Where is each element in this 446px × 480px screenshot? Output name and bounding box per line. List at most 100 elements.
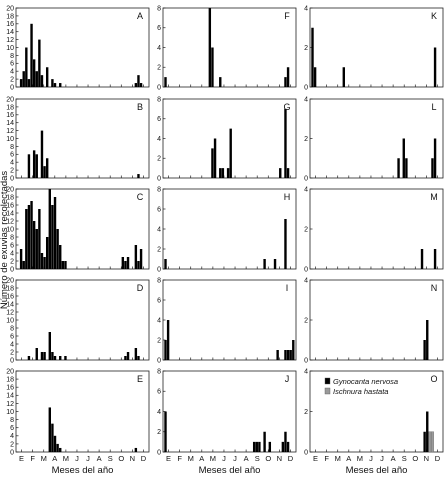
bar xyxy=(428,431,432,453)
y-tick-label: 4 xyxy=(304,277,308,284)
x-tick-label: S xyxy=(108,454,113,463)
bar xyxy=(311,27,314,87)
y-tick-label: 6 xyxy=(157,389,161,396)
bar xyxy=(48,189,51,269)
legend-label: Ischnura hastata xyxy=(333,387,388,396)
bar xyxy=(164,340,167,360)
panel-frame xyxy=(15,370,150,453)
x-tick-label: S xyxy=(402,454,407,463)
x-tick-label: A xyxy=(244,454,249,463)
y-tick-label: 12 xyxy=(6,401,14,408)
x-tick-label: J xyxy=(75,454,79,463)
y-tick-label: 4 xyxy=(10,69,14,76)
bar xyxy=(281,441,285,452)
y-tick-label: 6 xyxy=(10,242,14,249)
y-tick-label: 14 xyxy=(6,120,14,127)
x-tick-label: F xyxy=(30,454,35,463)
bar xyxy=(40,352,44,360)
y-tick-label: 10 xyxy=(6,317,14,324)
y-tick-label: 20 xyxy=(6,186,14,193)
y-tick-label: 4 xyxy=(10,250,14,257)
y-tick-label: 6 xyxy=(10,333,14,340)
y-tick-label: 12 xyxy=(6,218,14,225)
bar xyxy=(64,261,67,269)
y-tick-label: 4 xyxy=(304,96,308,103)
bar xyxy=(59,356,62,360)
bar xyxy=(27,79,31,87)
bar xyxy=(286,350,290,360)
y-tick-label: 6 xyxy=(10,425,14,432)
y-tick-label: 18 xyxy=(6,104,14,111)
bar xyxy=(286,168,290,178)
y-tick-label: 8 xyxy=(157,186,161,193)
bar xyxy=(276,350,279,360)
bar xyxy=(32,150,36,178)
bar xyxy=(284,350,287,360)
bar xyxy=(43,166,46,178)
bar xyxy=(51,205,54,269)
bar xyxy=(284,108,287,178)
bar xyxy=(51,352,54,360)
panel-frame xyxy=(162,7,297,88)
y-tick-label: 0 xyxy=(157,84,161,91)
y-tick-label: 16 xyxy=(6,202,14,209)
y-tick-label: 8 xyxy=(10,144,14,151)
x-tick-label: A xyxy=(391,454,396,463)
bar xyxy=(64,356,67,360)
bar xyxy=(27,356,31,360)
panel-letter: C xyxy=(137,192,144,202)
bar xyxy=(53,356,57,360)
y-tick-label: 6 xyxy=(10,61,14,68)
x-tick-label: M xyxy=(63,454,69,463)
bar xyxy=(124,356,127,360)
bar xyxy=(137,174,140,178)
panel-i: 0 2 4 6 8 I xyxy=(157,277,297,364)
bar xyxy=(134,83,138,87)
legend-swatch xyxy=(324,387,331,395)
bar xyxy=(53,197,57,269)
bar xyxy=(431,431,434,453)
y-tick-label: 2 xyxy=(304,226,308,233)
y-tick-label: 2 xyxy=(157,429,161,436)
y-tick-label: 6 xyxy=(157,116,161,123)
y-tick-label: 14 xyxy=(6,29,14,36)
bar xyxy=(51,423,54,452)
bar xyxy=(229,128,232,178)
y-tick-label: 16 xyxy=(6,385,14,392)
bar xyxy=(211,47,214,87)
bar xyxy=(420,249,424,269)
bar xyxy=(289,350,292,360)
bar xyxy=(45,158,49,178)
x-tick-label: O xyxy=(118,454,124,463)
bar xyxy=(134,447,138,452)
y-tick-label: 0 xyxy=(304,357,308,364)
bar xyxy=(121,257,125,269)
y-tick-label: 4 xyxy=(10,160,14,167)
bar xyxy=(405,158,408,178)
bar xyxy=(53,83,57,87)
x-tick-label: M xyxy=(41,454,47,463)
bar xyxy=(30,23,33,87)
bar xyxy=(258,441,261,452)
bar xyxy=(286,67,290,87)
bar xyxy=(284,219,287,269)
y-tick-label: 0 xyxy=(157,175,161,182)
panel-letter: O xyxy=(430,374,437,384)
y-tick-label: 2 xyxy=(157,337,161,344)
bar xyxy=(164,259,167,269)
y-tick-label: 0 xyxy=(10,266,14,273)
bar xyxy=(263,259,266,269)
bar xyxy=(137,261,140,269)
legend-swatch xyxy=(324,377,331,385)
panel-h: 0 2 4 6 8 H xyxy=(157,186,297,273)
y-tick-label: 10 xyxy=(6,136,14,143)
y-tick-label: 0 xyxy=(304,84,308,91)
panel-letter: M xyxy=(430,192,438,202)
x-tick-label: F xyxy=(177,454,182,463)
bar xyxy=(219,168,222,178)
legend-label: Gynocanta nervosa xyxy=(333,377,398,386)
bar xyxy=(252,441,256,452)
x-tick-label: M xyxy=(210,454,216,463)
